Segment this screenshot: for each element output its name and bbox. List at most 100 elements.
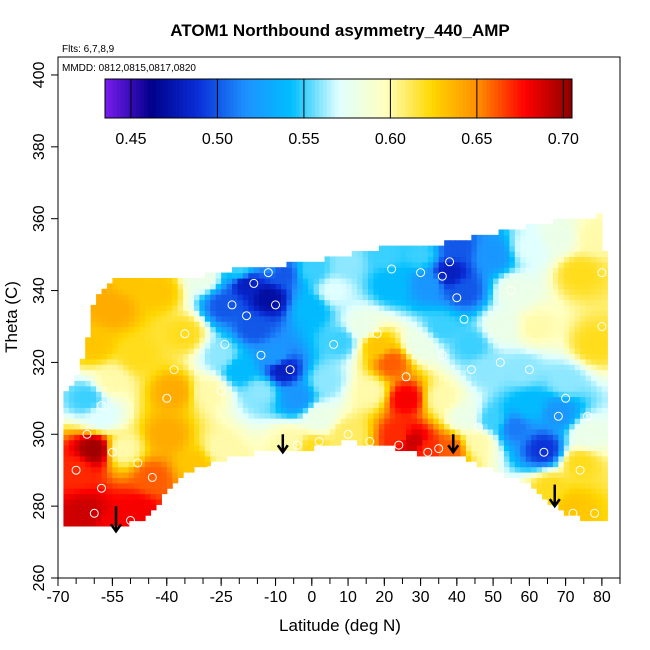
heat-cell	[172, 294, 179, 301]
heat-cell	[329, 331, 336, 338]
heat-cell	[166, 380, 173, 387]
heat-cell	[145, 428, 152, 435]
heat-cell	[128, 315, 135, 322]
heat-cell	[449, 385, 456, 392]
heat-cell	[183, 364, 190, 371]
heat-cell	[183, 331, 190, 338]
heat-cell	[264, 304, 271, 311]
heat-cell	[172, 445, 179, 452]
observation-point	[575, 465, 585, 475]
heat-cell	[384, 348, 391, 355]
heat-cell	[460, 337, 467, 344]
colorbar-segment	[334, 79, 339, 118]
heat-cell	[416, 337, 423, 344]
heat-cell	[297, 374, 304, 381]
heat-cell	[150, 445, 157, 452]
heat-cell	[286, 364, 293, 371]
heat-cell	[400, 342, 407, 349]
heat-cell	[487, 439, 494, 446]
heat-cell	[90, 348, 97, 355]
heat-cell	[123, 353, 130, 360]
heat-cell	[63, 488, 70, 495]
heat-cell	[324, 326, 331, 333]
heat-cell	[493, 245, 500, 252]
heat-cell	[542, 261, 549, 268]
heat-cell	[580, 477, 587, 484]
heat-cell	[525, 283, 532, 290]
heat-cell	[536, 488, 543, 495]
heat-cell	[128, 412, 135, 419]
heat-cell	[438, 321, 445, 328]
heat-cell	[85, 472, 92, 478]
heat-cell	[574, 272, 581, 279]
heat-cell	[128, 294, 135, 301]
heat-cell	[471, 277, 478, 284]
heat-cell	[601, 261, 608, 268]
heat-cell	[444, 267, 451, 274]
heat-cell	[514, 428, 521, 435]
heat-cell	[74, 520, 81, 527]
heat-cell	[85, 423, 92, 430]
heat-cell	[406, 385, 413, 392]
heat-cell	[270, 428, 277, 435]
observation-point	[220, 339, 230, 349]
heat-cell	[101, 304, 108, 311]
heat-cell	[406, 380, 413, 387]
heat-cell	[433, 423, 440, 430]
heat-cell	[172, 283, 179, 290]
colorbar-segment	[295, 79, 301, 118]
heat-cell	[455, 277, 462, 284]
heat-cell	[362, 380, 369, 387]
heat-cell	[286, 374, 293, 381]
heat-cell	[596, 374, 603, 381]
heat-cell	[242, 299, 249, 306]
heat-cell	[601, 423, 608, 430]
heat-cell	[585, 515, 592, 522]
heat-cell	[161, 348, 168, 355]
heat-cell	[313, 396, 320, 403]
heat-cell	[139, 455, 146, 462]
colorbar-segment	[108, 79, 114, 118]
heat-cell	[172, 299, 179, 306]
heat-cell	[139, 337, 146, 344]
heat-cell	[482, 310, 489, 317]
heat-cell	[416, 380, 423, 387]
heat-cell	[574, 488, 581, 495]
heat-cell	[237, 450, 244, 457]
heat-cell	[150, 488, 157, 495]
heat-cell	[547, 272, 554, 279]
heat-cell	[569, 391, 576, 398]
heat-cell	[85, 504, 92, 511]
heat-cell	[308, 358, 315, 365]
heat-cell	[210, 434, 217, 441]
heat-cell	[563, 369, 570, 376]
heat-cell	[373, 321, 380, 328]
heat-cell	[569, 245, 576, 252]
colorbar-segment	[155, 79, 160, 118]
heat-cell	[215, 385, 222, 392]
heat-cell	[291, 353, 298, 360]
heat-cell	[563, 326, 570, 333]
heat-cell	[96, 396, 103, 403]
heat-cell	[199, 342, 206, 349]
heat-cell	[96, 342, 103, 349]
heat-cell	[563, 288, 570, 295]
heat-cell	[242, 272, 249, 279]
heat-cell	[346, 423, 353, 430]
heat-cell	[563, 229, 570, 236]
heat-cell	[193, 445, 201, 452]
heat-cell	[427, 245, 434, 252]
heat-cell	[291, 439, 298, 446]
heat-cell	[117, 407, 124, 414]
heat-cell	[177, 466, 184, 473]
heat-cell	[389, 277, 396, 284]
heat-cell	[145, 407, 152, 414]
colorbar-segment	[198, 79, 203, 118]
heat-cell	[542, 418, 549, 425]
heat-cell	[406, 407, 413, 414]
heat-cell	[373, 364, 380, 371]
heat-cell	[248, 321, 255, 328]
heat-cell	[313, 299, 320, 306]
colorbar-segment	[163, 79, 168, 118]
heat-cell	[406, 299, 413, 306]
